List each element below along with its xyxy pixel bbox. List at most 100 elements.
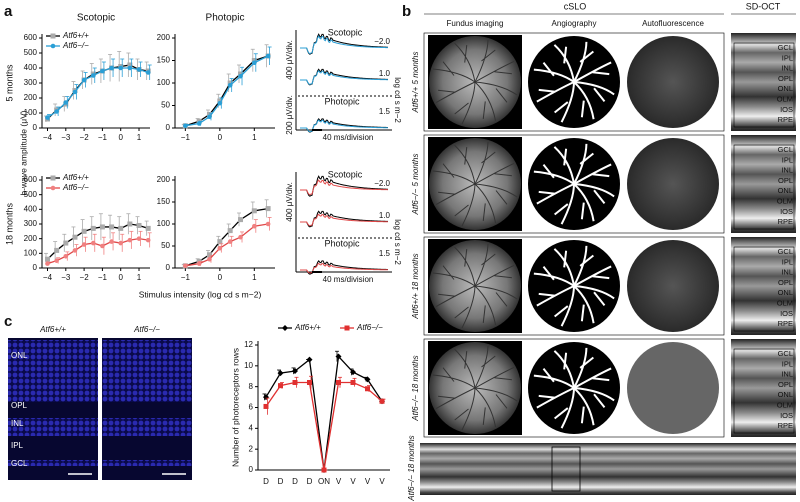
vessel xyxy=(573,163,612,185)
vessel xyxy=(474,183,518,205)
y-tick-label: 4 xyxy=(249,423,254,432)
marker xyxy=(136,222,142,228)
autofluorescence-image xyxy=(627,240,719,332)
row-label: 5 months xyxy=(4,64,14,102)
vessel xyxy=(533,62,575,83)
x-tick-label: −4 xyxy=(43,273,53,282)
level-label: 1.0 xyxy=(379,211,391,220)
marker xyxy=(127,65,133,71)
x-tick-label: 0 xyxy=(218,273,223,282)
marker xyxy=(227,239,233,244)
marker xyxy=(136,236,142,241)
marker xyxy=(109,224,115,230)
marker xyxy=(45,115,50,120)
marker xyxy=(227,82,233,88)
marker xyxy=(307,380,312,385)
vessel xyxy=(432,265,476,287)
autofluorescence-image xyxy=(627,36,719,128)
oct-layer-label: INL xyxy=(781,64,793,73)
oct-layer-label: RPE xyxy=(778,217,793,226)
y-tick-label: 150 xyxy=(157,56,171,65)
marker xyxy=(63,253,69,259)
inl-band xyxy=(8,418,98,436)
marker xyxy=(44,256,50,262)
y-tick-label: 0 xyxy=(249,465,254,474)
marker xyxy=(127,221,133,227)
vessel xyxy=(553,146,575,185)
x-tick-label: D xyxy=(278,477,284,486)
legend-marker xyxy=(344,325,350,331)
level-label: −2.0 xyxy=(374,37,390,46)
oct-layer-label: IPL xyxy=(782,155,793,164)
marker xyxy=(238,234,243,240)
vessel xyxy=(554,387,575,429)
y-tick-label: 200 xyxy=(157,175,171,184)
x-tick-label: 1 xyxy=(137,133,142,142)
oct-layer-label: OLM xyxy=(777,94,793,103)
marker xyxy=(145,237,151,243)
legend-label: Atf6−/− xyxy=(62,41,89,50)
marker xyxy=(206,252,212,258)
vessel xyxy=(474,285,497,326)
oct-layer-label: OPL xyxy=(778,380,793,389)
vessel xyxy=(573,81,615,102)
legend-label: Atf6+/+ xyxy=(62,31,89,40)
x-tick-label: −1 xyxy=(98,133,108,142)
oct-image xyxy=(731,339,796,437)
trace-label: Photopic xyxy=(324,96,360,106)
erg-trace xyxy=(300,119,389,133)
vessel xyxy=(573,387,615,408)
oct-layer-label: ONL xyxy=(778,84,793,93)
marker xyxy=(81,77,87,83)
image-label: Atf6−/− xyxy=(133,325,160,334)
vessel xyxy=(474,183,497,224)
oct-zoom-box xyxy=(551,446,581,492)
marker xyxy=(263,403,269,409)
oct-layer-label: ONL xyxy=(778,288,793,297)
vessel xyxy=(536,387,575,409)
y-tick-label: 100 xyxy=(157,78,171,87)
row-label: Atf6+/+ 18 months xyxy=(411,253,420,319)
oct-layer-label: INL xyxy=(781,370,793,379)
series-line xyxy=(47,223,149,260)
marker xyxy=(292,380,298,385)
vessel xyxy=(454,348,476,389)
y-tick-label: 200 xyxy=(24,234,38,243)
marker xyxy=(251,208,257,214)
vessel xyxy=(573,387,595,426)
vessel xyxy=(454,387,476,431)
x-tick-label: −3 xyxy=(61,273,71,282)
marker xyxy=(306,356,313,363)
oct-layer-label: RPE xyxy=(778,115,793,124)
oct-layer-label: OPL xyxy=(778,74,793,83)
y-tick-label: 0 xyxy=(166,123,171,132)
erg-trace xyxy=(300,179,389,196)
oct-layer-label: IPL xyxy=(782,53,793,62)
x-tick-label: 0 xyxy=(118,133,123,142)
vessel xyxy=(474,141,496,185)
series-line xyxy=(47,67,149,119)
marker xyxy=(54,258,59,263)
oct-layer-label: IPL xyxy=(782,257,793,266)
vessel xyxy=(573,183,615,204)
trace-label: Photopic xyxy=(324,238,360,248)
marker xyxy=(335,353,342,360)
oct-image xyxy=(731,135,796,233)
vessel xyxy=(474,387,518,409)
row-label: Atf6−/− 5 months xyxy=(411,154,420,216)
marker xyxy=(136,67,142,72)
marker xyxy=(278,383,283,389)
vessel xyxy=(474,367,515,389)
vessel xyxy=(553,44,575,83)
chart-title: Scotopic xyxy=(77,13,115,24)
legend-marker xyxy=(50,185,56,191)
layer-label: GCL xyxy=(11,459,28,468)
marker xyxy=(379,398,385,404)
series-line xyxy=(185,207,269,267)
vessel xyxy=(474,285,518,307)
legend-marker xyxy=(282,325,288,331)
marker xyxy=(252,60,257,66)
marker xyxy=(81,242,87,247)
marker xyxy=(263,394,269,401)
